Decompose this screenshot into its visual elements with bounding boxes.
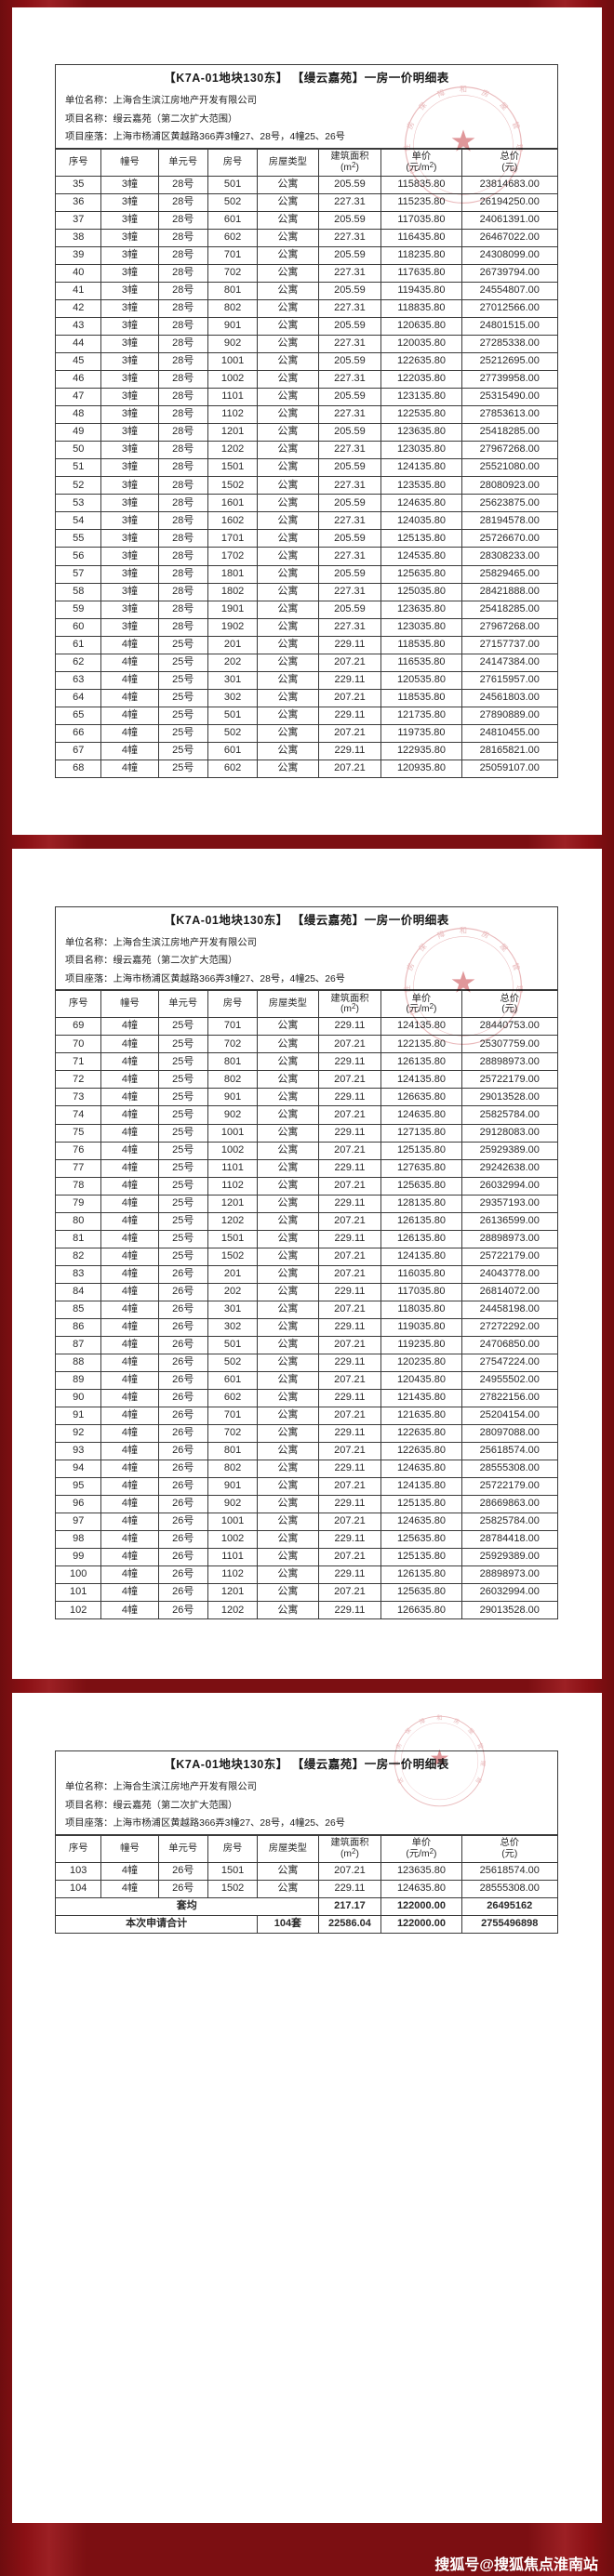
svg-text:和: 和	[436, 1714, 442, 1722]
svg-text:管: 管	[475, 1742, 485, 1750]
svg-text:保: 保	[404, 1726, 414, 1737]
svg-text:障: 障	[419, 1717, 427, 1726]
svg-text:房: 房	[453, 1717, 461, 1726]
svg-text:房: 房	[394, 1742, 404, 1750]
svg-text:屋: 屋	[466, 1727, 474, 1736]
